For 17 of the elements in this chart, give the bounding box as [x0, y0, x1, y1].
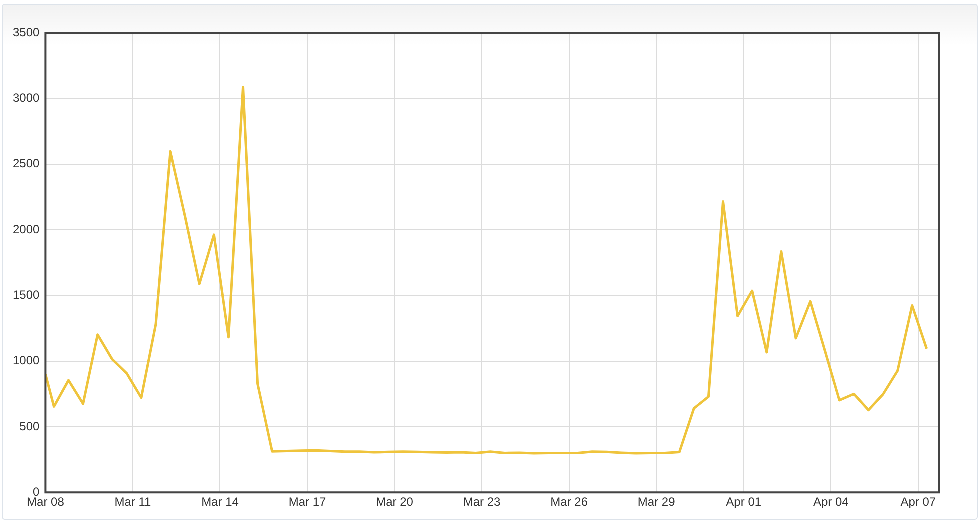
- x-tick-label: Mar 29: [638, 495, 676, 510]
- y-tick-label: 2000: [12, 222, 40, 236]
- y-tick-label: 2500: [12, 156, 40, 171]
- x-tick-label: Mar 20: [376, 495, 414, 510]
- y-tick-label: 3000: [12, 90, 40, 105]
- x-tick-label: Apr 01: [726, 495, 762, 510]
- y-tick-label: 1000: [12, 354, 40, 368]
- x-tick-label: Mar 14: [202, 495, 240, 510]
- x-tick-label: Apr 04: [813, 495, 850, 510]
- x-tick-label: Mar 11: [114, 495, 152, 510]
- x-tick-label: Mar 17: [288, 495, 326, 510]
- y-tick-label: 3500: [12, 25, 40, 40]
- y-tick-label: 500: [20, 419, 40, 434]
- x-tick-label: Apr 07: [900, 495, 936, 510]
- x-tick-label: Mar 26: [550, 495, 588, 510]
- x-tick-label: Mar 23: [463, 495, 502, 510]
- y-tick-label: 1500: [12, 288, 40, 302]
